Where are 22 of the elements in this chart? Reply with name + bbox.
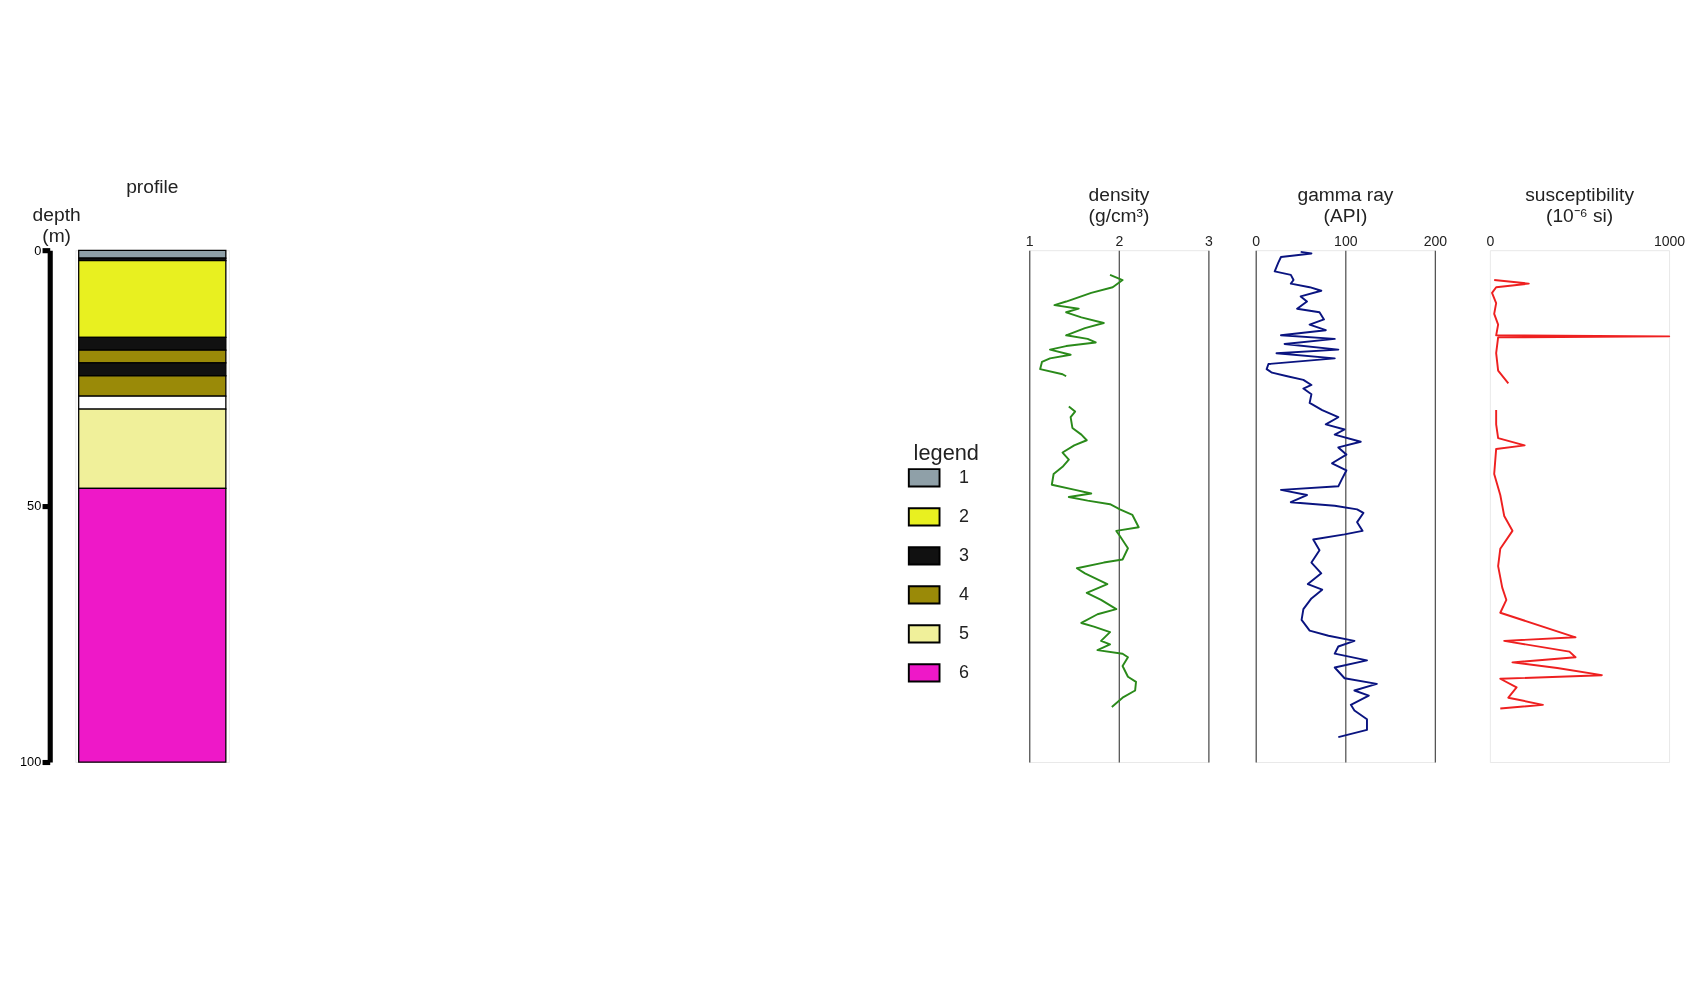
legend-title: legend <box>913 439 979 465</box>
x-tick-label: 1 <box>1025 233 1034 250</box>
chart-title: density (g/cm³) <box>1088 184 1150 226</box>
legend-label: 4 <box>959 584 970 604</box>
legend-label: 1 <box>959 466 970 487</box>
x-tick-label: 3 <box>1204 233 1213 250</box>
legend-label: 3 <box>959 544 970 565</box>
x-tick-label: 200 <box>1423 233 1448 250</box>
y-tick-label: 100 <box>19 754 42 770</box>
x-tick-label: 100 <box>1334 233 1358 250</box>
legend-label: 2 <box>959 505 970 526</box>
x-tick-label: 0 <box>1486 233 1495 250</box>
chart-title: gamma ray (API) <box>1297 184 1394 226</box>
x-tick-label: 2 <box>1115 233 1124 250</box>
x-tick-label: 0 <box>1252 233 1261 250</box>
y-axis-title: depth (m) <box>32 204 81 246</box>
chart-title: profile <box>126 175 179 197</box>
y-tick-label: 50 <box>27 498 42 514</box>
legend-label: 6 <box>959 662 970 683</box>
chart-title: susceptibility (10⁻⁶ si) <box>1525 184 1635 226</box>
x-tick-label: 1000 <box>1653 233 1686 250</box>
legend-label: 5 <box>959 623 970 644</box>
